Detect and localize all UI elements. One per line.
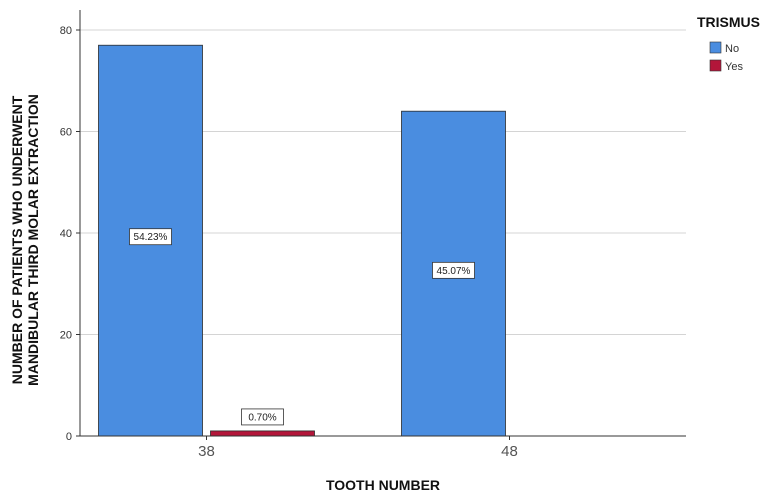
x-tick-label: 38: [198, 443, 215, 460]
data-label-box: [241, 408, 284, 426]
x-axis-title: TOOTH NUMBER: [326, 477, 440, 493]
axes: [79, 10, 686, 437]
data-label: 0.70%: [248, 412, 276, 423]
x-tick-labels: 38 48: [198, 436, 518, 460]
data-labels: 54.23% 0.70% 45.07%: [129, 228, 475, 426]
y-tick-label: 40: [60, 228, 72, 240]
x-tick-label: 48: [501, 443, 518, 460]
legend: TRISMUS No Yes: [697, 14, 760, 73]
y-tick-label: 0: [66, 431, 72, 443]
y-tick-label: 20: [60, 330, 72, 342]
data-label: 45.07%: [437, 266, 471, 277]
data-label: 54.23%: [134, 232, 168, 243]
legend-label-no: No: [725, 43, 739, 55]
legend-label-yes: Yes: [725, 61, 743, 73]
bar-yes-38: [210, 430, 315, 437]
legend-swatch-yes: [709, 59, 722, 72]
data-label-box: [129, 228, 172, 246]
legend-swatch-no: [709, 41, 722, 54]
data-label-box: [432, 261, 475, 279]
y-axis-title-line-1: NUMBER OF PATIENTS WHO UNDERWENT: [9, 95, 25, 384]
legend-title: TRISMUS: [697, 14, 760, 30]
y-axis-title-line-2: MANDIBULAR THIRD MOLAR EXTRACTION: [25, 94, 41, 386]
y-tick-labels: 0 20 40 60 80: [60, 25, 80, 443]
y-tick-label: 80: [60, 25, 72, 37]
y-tick-label: 60: [60, 127, 72, 139]
